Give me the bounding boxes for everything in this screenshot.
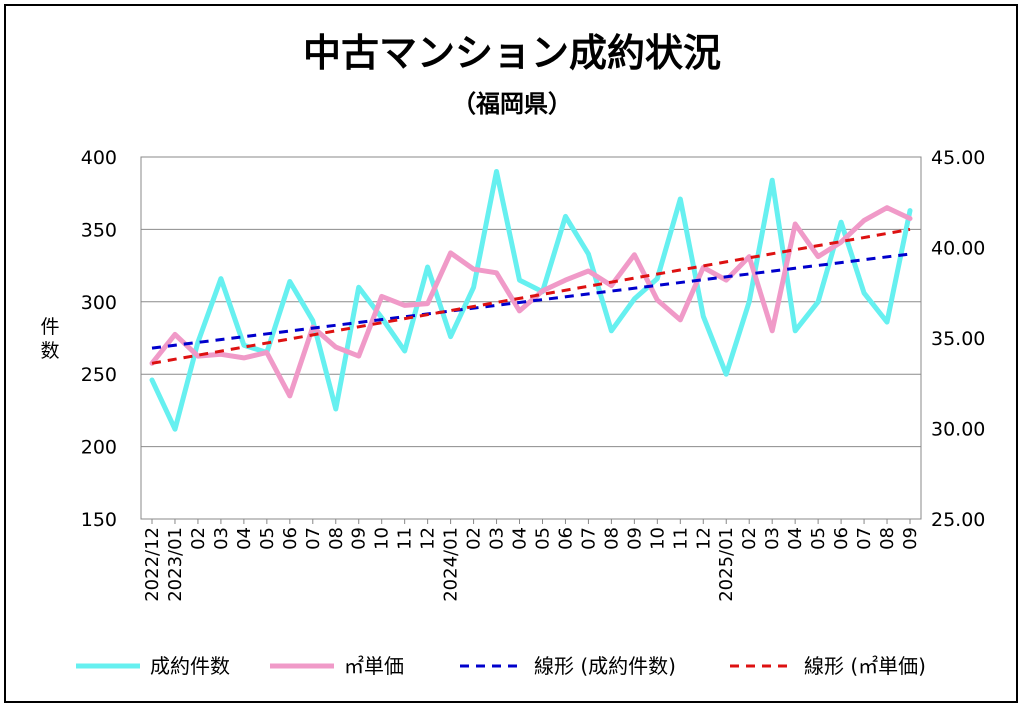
y2-tick-label: 35.00 [931,328,985,350]
x-tick-label: 03 [211,527,232,550]
left-axis-label: 件数 [40,316,59,362]
x-tick-label: 2022/12 [142,527,163,602]
chart-legend: 成約件数 ㎡単価 線形 (成約件数) 線形 (㎡単価) [76,654,926,678]
y-tick-label: 300 [81,292,117,314]
legend-label: 成約件数 [150,654,230,678]
x-tick-label: 11 [670,527,691,550]
x-axis-ticks: 2022/12 2023/01 02 03 04 05 06 07 08 09 10 11 12 2024… [142,519,921,602]
gridlines [141,156,921,520]
x-tick-label: 09 [900,527,921,550]
x-tick-label: 10 [372,527,393,550]
x-tick-label: 08 [326,527,347,550]
chart-subtitle: （福岡県） [452,90,572,118]
y-axis-label-char: 数 [40,340,59,362]
x-tick-label: 07 [578,527,599,550]
x-tick-label: 02 [739,527,760,550]
y-tick-label: 250 [81,364,117,386]
y-tick-label: 400 [81,147,117,169]
x-tick-label: 08 [877,527,898,550]
x-tick-label: 07 [303,527,324,550]
x-tick-label: 2024/01 [441,527,462,602]
x-tick-label: 02 [464,527,485,550]
x-tick-label: 09 [624,527,645,550]
y-tick-label: 150 [81,509,117,531]
x-tick-label: 09 [349,527,370,550]
y-tick-label: 200 [81,437,117,459]
x-tick-label: 06 [831,527,852,550]
series-lines [149,169,913,432]
x-tick-label: 05 [257,527,278,550]
x-tick-label: 07 [854,527,875,550]
x-tick-label: 03 [487,527,508,550]
chart-frame [4,4,1018,703]
legend-label: 線形 (成約件数) [534,654,676,678]
x-tick-label: 06 [555,527,576,550]
x-tick-label: 04 [234,527,255,550]
x-tick-label: 11 [395,527,416,550]
plot-area-border [140,156,922,520]
x-tick-label: 12 [693,527,714,550]
chart-title: 中古マンション成約状況 [303,31,721,75]
x-tick-label: 04 [785,527,806,550]
y2-tick-label: 45.00 [931,147,985,169]
x-tick-label: 10 [647,527,668,550]
series-line-1 [149,205,913,399]
left-axis-ticks: 150 200 250 300 350 400 [81,147,117,531]
x-tick-label: 2023/01 [165,527,186,602]
legend-label: 線形 (㎡単価) [804,654,926,678]
legend-label: ㎡単価 [344,654,404,678]
x-tick-label: 04 [510,527,531,550]
x-tick-label: 2025/01 [716,527,737,602]
y-axis-label-char: 件 [40,316,59,338]
series-line-0 [149,169,913,432]
x-tick-label: 02 [188,527,209,550]
x-tick-label: 05 [532,527,553,550]
right-axis-ticks: 25.00 30.00 35.00 40.00 45.00 [931,147,985,531]
x-tick-label: 12 [418,527,439,550]
x-tick-label: 03 [762,527,783,550]
y2-tick-label: 40.00 [931,238,985,260]
x-tick-label: 05 [808,527,829,550]
x-tick-label: 06 [280,527,301,550]
x-tick-label: 08 [601,527,622,550]
series-line-3 [151,227,911,365]
y2-tick-label: 25.00 [931,509,985,531]
y-tick-label: 350 [81,219,117,241]
y2-tick-label: 30.00 [931,419,985,441]
